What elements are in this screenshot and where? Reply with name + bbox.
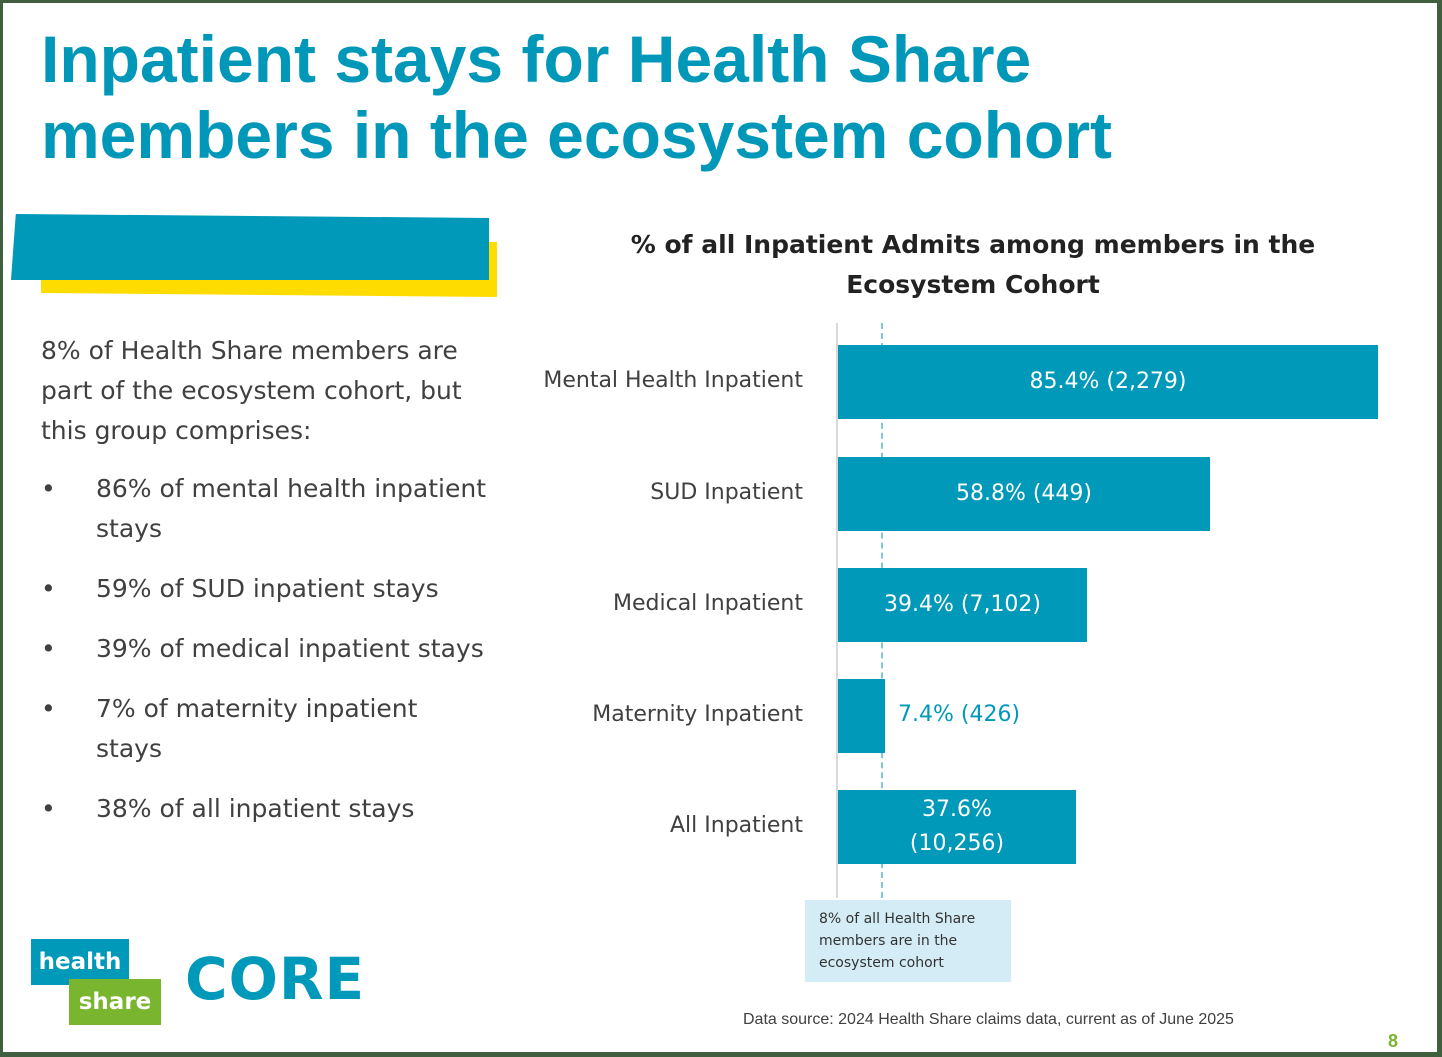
- category-label: Maternity Inpatient: [592, 702, 803, 727]
- bar-mental-health: 85.4% (2,279): [838, 345, 1378, 419]
- bullet-item: 39% of medical inpatient stays: [41, 629, 491, 669]
- category-label: Mental Health Inpatient: [543, 368, 803, 393]
- decorative-blue-stripe: [11, 214, 489, 280]
- slide: Inpatient stays for Health Share members…: [3, 3, 1437, 1052]
- bar-all-inpatient: 37.6% (10,256): [838, 790, 1076, 864]
- bar-medical: 39.4% (7,102): [838, 568, 1087, 642]
- reference-callout: 8% of all Health Share members are in th…: [805, 900, 1011, 982]
- bullet-item: 7% of maternity inpatient stays: [41, 689, 491, 769]
- bullet-list: 86% of mental health inpatient stays 59%…: [41, 469, 491, 849]
- bar-value-label: 85.4% (2,279): [1029, 369, 1187, 394]
- logo-share: share: [69, 979, 161, 1025]
- bullet-item: 86% of mental health inpatient stays: [41, 469, 491, 549]
- bar-sud: 58.8% (449): [838, 457, 1210, 531]
- title-line-2: members in the ecosystem cohort: [41, 98, 1113, 172]
- data-source-note: Data source: 2024 Health Share claims da…: [743, 1011, 1234, 1028]
- intro-text: 8% of Health Share members are part of t…: [41, 336, 462, 445]
- category-label: All Inpatient: [670, 813, 803, 838]
- bar-count-label: (10,256): [909, 831, 1005, 856]
- category-label: Medical Inpatient: [613, 591, 803, 616]
- bar-value-label: 7.4% (426): [898, 702, 1021, 727]
- page-title: Inpatient stays for Health Share members…: [41, 21, 1112, 173]
- title-line-1: Inpatient stays for Health Share: [41, 22, 1032, 96]
- bar-value-label: 39.4% (7,102): [883, 592, 1042, 617]
- page-number: 8: [1388, 1031, 1399, 1051]
- chart-axis: [836, 323, 838, 898]
- logo-core: CORE: [185, 945, 366, 1013]
- category-label: SUD Inpatient: [650, 480, 803, 505]
- logo-health: health: [31, 939, 129, 985]
- bar-value-label: 37.6%: [922, 797, 992, 822]
- bullet-item: 38% of all inpatient stays: [41, 789, 491, 829]
- bullet-item: 59% of SUD inpatient stays: [41, 569, 491, 609]
- bar-value-label: 58.8% (449): [955, 481, 1093, 506]
- chart-title: % of all Inpatient Admits among members …: [630, 230, 1316, 299]
- bar-maternity: [838, 679, 885, 753]
